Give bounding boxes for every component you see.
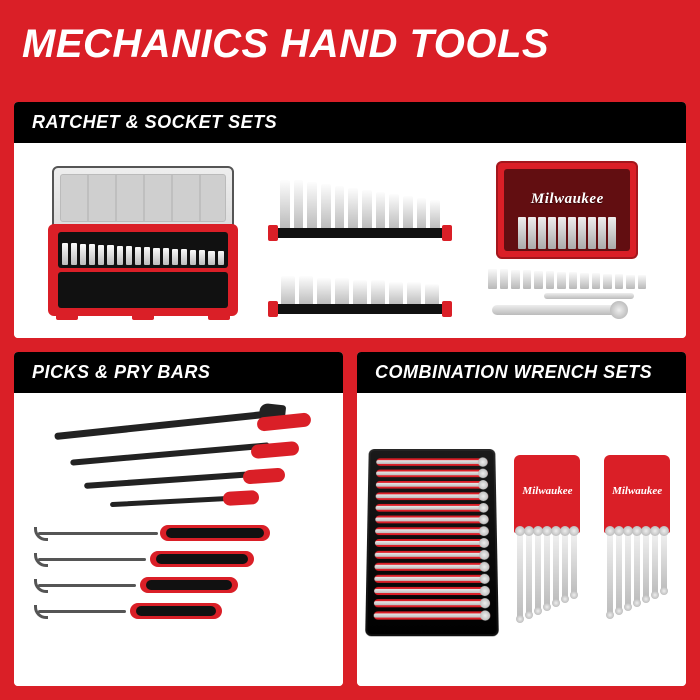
panel-body-wrenches: Milwaukee Milwaukee xyxy=(357,393,686,686)
packout-sockets-bottom xyxy=(62,275,224,305)
prybar-2 xyxy=(70,442,270,465)
panel-body-picks xyxy=(14,393,343,686)
panel-header-wrenches: COMBINATION WRENCH SETS xyxy=(357,352,686,393)
rail-short-sockets xyxy=(280,276,440,306)
brand-text-pack1: Milwaukee xyxy=(508,485,586,497)
prybar-handle-2 xyxy=(250,441,299,459)
panel-body-ratchet: Milwaukee xyxy=(14,143,686,338)
panel-header-picks: PICKS & PRY BARS xyxy=(14,352,343,393)
packout-base xyxy=(48,224,238,316)
prybar-1 xyxy=(54,409,283,440)
panel-picks-prybars: PICKS & PRY BARS xyxy=(14,352,343,686)
socket-rail-shallow xyxy=(270,266,450,314)
infographic-container: MECHANICS HAND TOOLS RATCHET & SOCKET SE… xyxy=(0,0,700,700)
row-two: PICKS & PRY BARS xyxy=(14,352,686,686)
main-title: MECHANICS HAND TOOLS xyxy=(22,22,549,67)
wrench-tray xyxy=(365,448,499,635)
prybar-handle-4 xyxy=(223,490,260,506)
prybar-handle-3 xyxy=(243,468,286,485)
loose-sockets xyxy=(488,261,646,289)
panel-combination-wrenches: COMBINATION WRENCH SETS Milwaukee Milwau… xyxy=(357,352,686,686)
panel-ratchet-sockets: RATCHET & SOCKET SETS xyxy=(14,102,686,338)
brand-text-case: Milwaukee xyxy=(496,191,638,208)
packout-case-illustration xyxy=(48,166,238,316)
body-area: RATCHET & SOCKET SETS xyxy=(0,88,700,700)
panel-title-wrenches: COMBINATION WRENCH SETS xyxy=(375,362,652,382)
main-header: MECHANICS HAND TOOLS xyxy=(0,0,700,88)
panel-title-ratchet: RATCHET & SOCKET SETS xyxy=(32,112,277,132)
wrench-pack-2: Milwaukee xyxy=(598,455,676,625)
prybar-4 xyxy=(110,496,230,507)
wrench-pack-2-row xyxy=(600,531,674,625)
wrench-pack-1: Milwaukee xyxy=(508,455,586,625)
ratchet-handle xyxy=(492,305,622,315)
panel-title-picks: PICKS & PRY BARS xyxy=(32,362,210,382)
packout-sockets-top xyxy=(62,235,224,265)
rail-tall-sockets xyxy=(280,180,440,230)
panel-header-ratchet: RATCHET & SOCKET SETS xyxy=(14,102,686,143)
prybar-3 xyxy=(84,471,254,489)
socket-rail-deep xyxy=(270,168,450,238)
wrench-pack-1-row xyxy=(510,531,584,625)
red-case-set: Milwaukee xyxy=(482,161,652,321)
brand-text-pack2: Milwaukee xyxy=(598,485,676,497)
socket-rails xyxy=(265,168,455,314)
extension-bar xyxy=(544,293,634,299)
